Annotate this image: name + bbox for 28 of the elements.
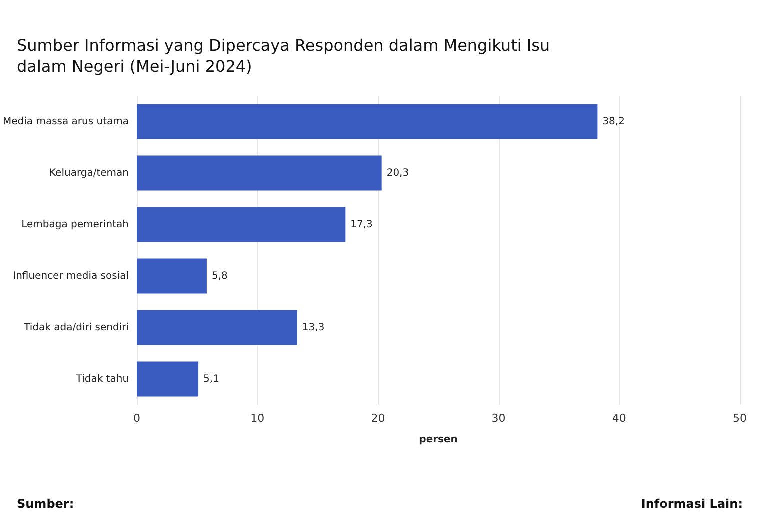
chart-title: Sumber Informasi yang Dipercaya Responden dalam Mengikuti Isu dalam Negeri (Mei-Juni 2024) [17,36,556,76]
x-tick-label: 0 [134,412,141,425]
data-label: 5,8 [212,270,228,282]
y-tick-label: Keluarga/teman [50,168,130,179]
y-tick-label: Media massa arus utama [3,116,130,128]
x-tick-label: 20 [371,412,386,425]
data-label: 20,3 [386,168,410,179]
y-tick-label: Influencer media sosial [13,270,130,282]
text: Sumber: [17,497,74,511]
x-tick-label: 10 [250,412,265,425]
y-tick-label: Lembaga pemerintah [22,219,130,230]
bar [137,258,207,294]
x-tick-label: 30 [492,412,506,425]
x-axis-title: persen [419,434,458,446]
y-tick-label: Tidak tahu [75,374,130,385]
data-label: 5,1 [204,374,220,385]
bar [137,104,598,140]
x-tick-label: 40 [612,412,626,425]
bar [137,310,298,346]
data-label: 13,3 [302,322,325,334]
bar [137,207,346,242]
x-tick-label: 50 [733,412,747,425]
y-tick-label: Tidak ada/diri sendiri [23,322,130,334]
bar [137,156,382,191]
data-label: 17,3 [350,219,373,230]
text: Informasi Lain: [641,497,743,511]
data-label: 38,2 [602,116,625,128]
bar [137,362,199,397]
